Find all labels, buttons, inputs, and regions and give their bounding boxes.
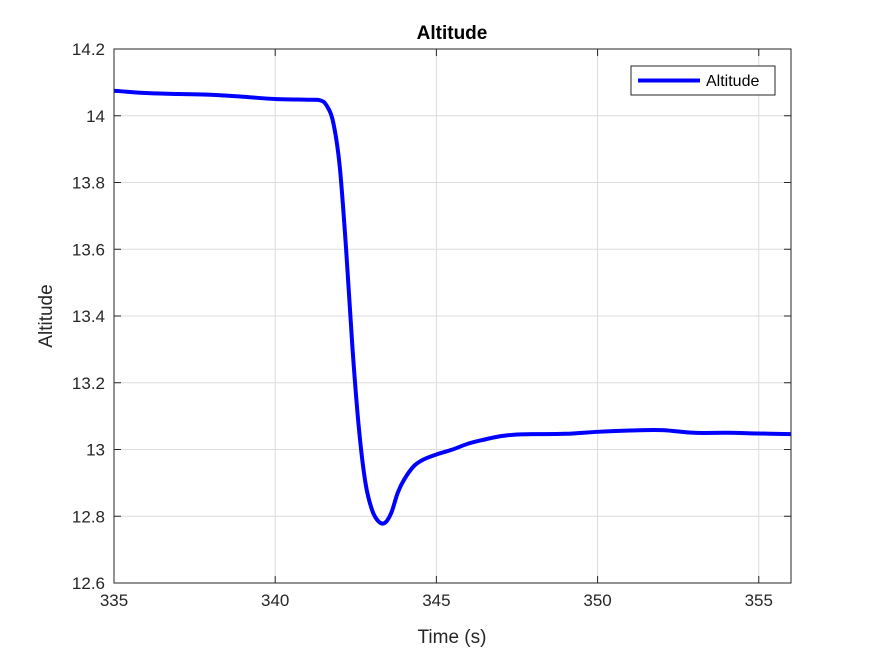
series-layer: [114, 88, 791, 526]
series-line-altitude: [114, 88, 791, 526]
y-tick-label: 12.6: [72, 574, 105, 593]
x-tick-label: 340: [261, 591, 289, 610]
y-axis-label: Altitude: [36, 284, 57, 347]
x-tick-label: 345: [422, 591, 450, 610]
x-axis-label: Time (s): [418, 627, 487, 648]
x-tick-label: 355: [745, 591, 773, 610]
y-axis-ticks: 12.6 12.8 13 13.2 13.4 13.6 13.8 14 14.2: [72, 40, 791, 593]
legend: Altitude: [630, 65, 776, 96]
x-tick-label: 335: [100, 591, 128, 610]
y-tick-label: 13.2: [72, 374, 105, 393]
x-tick-label: 350: [583, 591, 611, 610]
chart-title: Altitude: [417, 23, 488, 44]
x-axis-ticks: 335 340 345 350 355: [100, 49, 773, 610]
y-tick-label: 13.8: [72, 174, 105, 193]
legend-label-altitude: Altitude: [706, 73, 759, 90]
y-tick-label: 13.4: [72, 307, 105, 326]
y-tick-label: 14.2: [72, 40, 105, 59]
y-tick-label: 12.8: [72, 507, 105, 526]
y-tick-label: 13: [86, 441, 105, 460]
y-tick-label: 13.6: [72, 240, 105, 259]
y-tick-label: 14: [86, 107, 105, 126]
